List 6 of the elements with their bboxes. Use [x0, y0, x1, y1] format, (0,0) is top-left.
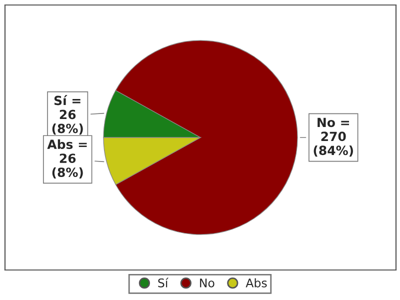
legend-label: Abs — [246, 278, 267, 288]
data-label: No = 270 (84%) — [314, 118, 353, 157]
data-label: Sí = 26 (8%) — [52, 95, 83, 135]
legend-label: Sí — [158, 278, 169, 288]
legend-label: No — [200, 278, 214, 288]
data-label: Abs = 26 (8%) — [47, 139, 87, 179]
